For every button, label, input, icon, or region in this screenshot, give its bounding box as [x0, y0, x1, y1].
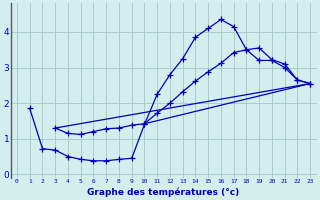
- X-axis label: Graphe des températures (°c): Graphe des températures (°c): [87, 187, 240, 197]
